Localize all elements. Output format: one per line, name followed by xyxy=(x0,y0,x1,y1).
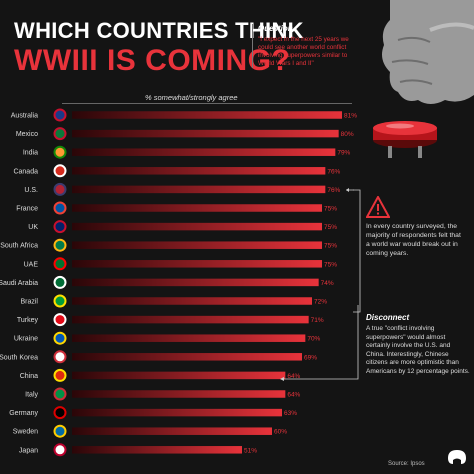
bar xyxy=(72,408,282,417)
category-label: Japan xyxy=(19,447,38,454)
category-label: South Korea xyxy=(0,354,38,361)
value-label: 74% xyxy=(321,280,334,287)
bar xyxy=(72,353,302,361)
value-label: 51% xyxy=(244,447,257,454)
value-label: 81% xyxy=(344,113,357,120)
flag-icon xyxy=(53,387,67,401)
bar xyxy=(72,371,286,380)
flag-icon xyxy=(53,406,67,420)
flag-icon xyxy=(53,331,67,345)
bar xyxy=(72,315,309,324)
category-label: Italy xyxy=(25,392,38,399)
survey-note: In every country surveyed, the majority … xyxy=(366,223,461,257)
value-label: 60% xyxy=(274,429,287,436)
value-label: 64% xyxy=(287,373,300,380)
bar xyxy=(72,390,286,398)
category-label: India xyxy=(23,150,38,157)
value-label: 64% xyxy=(287,392,300,399)
bar xyxy=(72,241,322,249)
source-credit: Source: Ipsos xyxy=(388,461,425,467)
flag-icon xyxy=(53,424,67,438)
category-label: Brazil xyxy=(20,299,38,306)
bar xyxy=(72,148,336,156)
category-label: UK xyxy=(28,224,38,231)
bar xyxy=(72,427,272,435)
flag-icon xyxy=(53,238,67,252)
flag-icon xyxy=(53,275,67,289)
bar xyxy=(72,129,339,138)
value-label: 63% xyxy=(284,410,297,417)
value-label: 76% xyxy=(327,168,340,175)
category-label: Saudi Arabia xyxy=(0,280,38,287)
title-line-1: WHICH COUNTRIES THINK xyxy=(14,18,304,43)
bar xyxy=(72,185,326,194)
category-label: Australia xyxy=(11,113,38,120)
question-text: "I expect in the next 25 years we could … xyxy=(258,36,349,67)
publisher-logo xyxy=(448,450,466,464)
value-label: 70% xyxy=(307,336,320,343)
china-arrow-head xyxy=(280,377,284,381)
value-label: 76% xyxy=(327,187,340,194)
flag-icon xyxy=(53,127,67,141)
bar xyxy=(72,278,319,287)
fist-button-illustration xyxy=(373,0,474,158)
bar xyxy=(72,334,306,342)
flag-icon xyxy=(53,108,67,122)
bar xyxy=(72,260,322,268)
category-label: Germany xyxy=(9,410,38,417)
flag-icon xyxy=(53,294,67,308)
value-label: 69% xyxy=(304,354,317,361)
flag-icon xyxy=(53,220,67,234)
bar xyxy=(72,446,242,454)
flag-icon xyxy=(53,201,67,215)
flag-icon xyxy=(53,313,67,327)
us-arrow-head xyxy=(346,188,349,192)
flag-icon xyxy=(53,145,67,159)
axis-title: % somewhat/strongly agree xyxy=(145,93,238,102)
flag-icon xyxy=(53,368,67,382)
value-label: 79% xyxy=(337,150,350,157)
value-label: 71% xyxy=(311,317,324,324)
disconnect-text: A true "conflict involving superpowers" … xyxy=(366,325,470,375)
category-label: Turkey xyxy=(17,317,39,324)
bar xyxy=(72,297,312,305)
disconnect-title: Disconnect xyxy=(366,313,410,322)
bar xyxy=(72,167,326,175)
value-label: 75% xyxy=(324,224,337,231)
axis-line xyxy=(62,103,352,104)
category-label: Canada xyxy=(13,168,38,175)
flag-icon xyxy=(53,257,67,271)
bar xyxy=(72,204,322,212)
category-label: Sweden xyxy=(13,429,38,436)
value-label: 72% xyxy=(314,299,327,306)
category-label: China xyxy=(20,373,38,380)
value-label: 75% xyxy=(324,243,337,250)
warning-icon xyxy=(366,196,390,218)
title-line-2: WWIII IS COMING? xyxy=(14,44,291,77)
category-label: Ukraine xyxy=(14,336,38,343)
category-label: U.S. xyxy=(24,187,38,194)
flag-icon xyxy=(53,164,67,178)
bracket-line xyxy=(353,189,361,313)
category-label: South Africa xyxy=(0,243,38,250)
value-label: 80% xyxy=(341,131,354,138)
value-label: 75% xyxy=(324,261,337,268)
flag-icon xyxy=(53,443,67,457)
question-label: Question xyxy=(258,24,293,33)
category-label: UAE xyxy=(24,261,39,268)
china-arrow-line xyxy=(284,305,359,380)
bar xyxy=(72,222,322,231)
question-box: Question "I expect in the next 25 years … xyxy=(252,24,364,68)
value-label: 75% xyxy=(324,206,337,213)
bar xyxy=(72,111,342,119)
flag-icon xyxy=(53,182,67,196)
category-label: France xyxy=(16,206,38,213)
category-label: Mexico xyxy=(16,131,38,138)
flag-icon xyxy=(53,350,67,364)
